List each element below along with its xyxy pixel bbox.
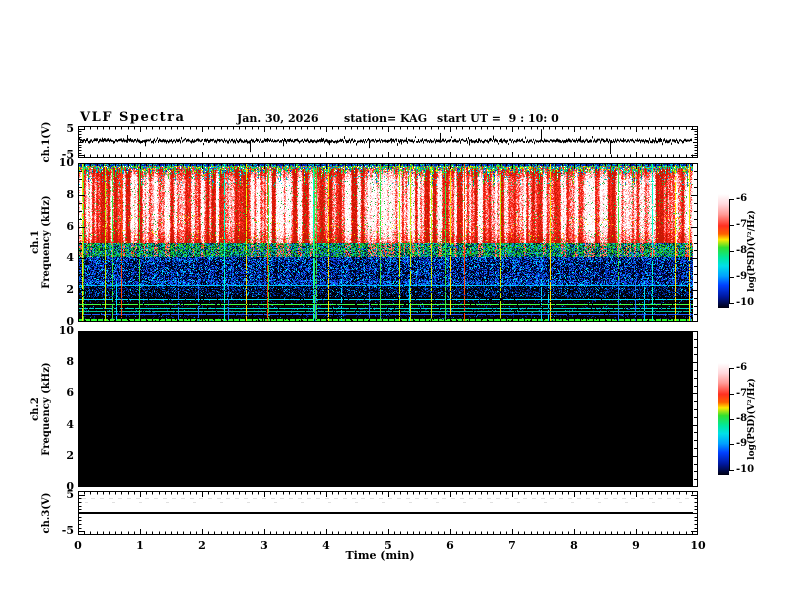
y-tick-label: 10 <box>58 324 74 337</box>
colorbar-tick-label: -8 <box>736 245 748 256</box>
colorbar-gradient <box>718 363 729 475</box>
ch1-spectrogram-ylabel: ch.1 Frequency (kHz) <box>30 195 52 289</box>
y-tick-label: 8 <box>66 355 74 368</box>
colorbar-tick <box>729 419 734 420</box>
y-tick-label: -5 <box>61 524 74 537</box>
colorbar-tick <box>729 251 734 252</box>
ch2-spectrogram-ylabel: ch.2 Frequency (kHz) <box>30 362 52 456</box>
x-tick-label: 0 <box>74 539 82 552</box>
y-tick-label: 2 <box>66 449 74 462</box>
colorbar-tick-label: -10 <box>736 297 755 308</box>
y-tick-label: 2 <box>66 283 74 296</box>
colorbar-ch1-unit-label: log(PSD)(V²/Hz) <box>747 210 757 292</box>
x-tick-label: 3 <box>260 539 268 552</box>
y-tick-label: 6 <box>66 386 74 399</box>
x-tick-label: 7 <box>508 539 516 552</box>
colorbar-tick <box>729 303 734 304</box>
colorbar-tick <box>729 225 734 226</box>
y-tick-label: 10 <box>58 156 74 169</box>
colorbar-tick <box>729 394 734 395</box>
colorbar-tick <box>729 470 734 471</box>
colorbar-tick <box>729 277 734 278</box>
plot-station: station= KAG <box>344 112 428 125</box>
x-tick-label: 10 <box>690 539 706 552</box>
ch1-voltage-ylabel: ch.1(V) <box>40 121 52 163</box>
colorbar-tick-label: -9 <box>736 271 748 282</box>
colorbar-tick <box>729 444 734 445</box>
x-tick-label: 8 <box>570 539 578 552</box>
x-tick-label: 6 <box>446 539 454 552</box>
x-tick-label: 2 <box>198 539 206 552</box>
colorbar-tick-label: -6 <box>736 193 748 204</box>
y-tick-label: 6 <box>66 220 74 233</box>
colorbar-tick-label: -7 <box>736 388 748 399</box>
plot-date: Jan. 30, 2026 <box>237 112 319 125</box>
colorbar-tick-label: -8 <box>736 413 748 424</box>
y-tick-label: -5 <box>61 148 74 161</box>
colorbar-tick-label: -6 <box>736 362 748 373</box>
x-tick-label: 9 <box>632 539 640 552</box>
colorbar-tick-label: -7 <box>736 219 748 230</box>
y-tick-label: 8 <box>66 188 74 201</box>
ch3-voltage-ylabel: ch.3(V) <box>40 492 52 534</box>
colorbar-tick <box>729 199 734 200</box>
x-tick-label: 1 <box>136 539 144 552</box>
plot-title: VLF Spectra <box>80 110 186 125</box>
y-tick-label: 4 <box>66 418 74 431</box>
y-tick-label: 0 <box>66 315 74 328</box>
ch1-spectrogram-panel <box>78 163 698 322</box>
ch2-spectrogram-panel <box>78 331 698 487</box>
colorbar-tick <box>729 368 734 369</box>
colorbar-gradient <box>718 194 729 308</box>
plot-start-ut: start UT = 9 : 10: 0 <box>437 112 559 125</box>
colorbar-tick-label: -9 <box>736 438 748 449</box>
y-tick-label: 4 <box>66 251 74 264</box>
ch3-waveform-panel <box>78 491 698 535</box>
colorbar-tick-label: -10 <box>736 464 755 475</box>
x-tick-label: 5 <box>384 539 392 552</box>
y-tick-label: 0 <box>66 480 74 493</box>
y-tick-label: 5 <box>66 488 74 501</box>
x-tick-label: 4 <box>322 539 330 552</box>
y-tick-label: 5 <box>66 122 74 135</box>
x-axis-title: Time (min) <box>345 549 415 562</box>
colorbar-ch2-unit-label: log(PSD)(V²/Hz) <box>747 378 757 460</box>
ch1-waveform-panel <box>78 126 698 158</box>
